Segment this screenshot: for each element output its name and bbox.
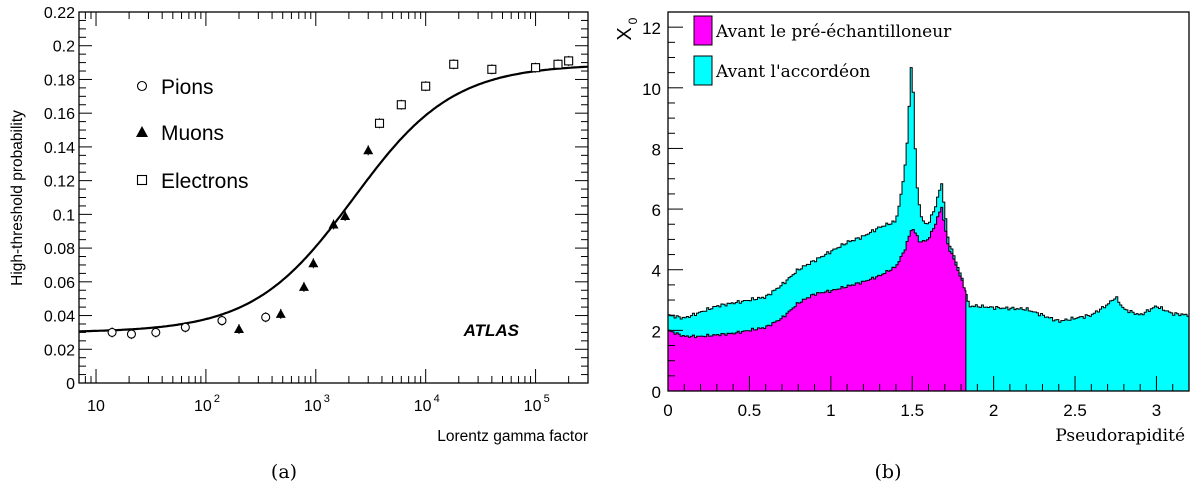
panel-a-x-tick-exponent: 3 xyxy=(324,393,330,405)
panel-a-y-tick-label: 0.22 xyxy=(44,5,75,22)
muon-point xyxy=(298,281,309,291)
fit-curve xyxy=(79,65,589,333)
panel-a-y-tick-label: 0.08 xyxy=(44,241,75,258)
panel-b-y-tick-label: 0 xyxy=(652,383,661,402)
panel-a: 0 0.02 0.04 0.06 0.08 0.1 0.12 0.14 0.16 0.18 0.2 0… xyxy=(9,5,589,483)
panel-b-y-axis-label-subscript: 0 xyxy=(626,17,640,24)
panel-b-x-tick-label: 1.5 xyxy=(900,401,924,420)
electron-point xyxy=(374,118,385,128)
panel-a-y-tick-label: 0.02 xyxy=(44,342,75,359)
panel-a-y-tick-label: 0.2 xyxy=(53,39,75,56)
panel-a-y-tick-label: 0.04 xyxy=(44,309,75,326)
panel-a-x-tick-exponent: 2 xyxy=(214,393,220,405)
pion-point xyxy=(107,327,117,337)
panel-b-y-tick-label: 12 xyxy=(642,19,661,38)
muon-point xyxy=(308,258,319,268)
panel-a-x-tick-base: 10 xyxy=(304,398,322,415)
panel-a-x-tick-label: 10 xyxy=(87,398,105,415)
panel-a-y-tick-label: 0 xyxy=(66,376,75,393)
panel-b-y-tick-label: 8 xyxy=(652,140,661,159)
panel-a-x-tick-label: 10 4 xyxy=(414,393,440,415)
atlas-annotation: ATLAS xyxy=(463,321,520,340)
electron-point xyxy=(531,63,541,73)
panel-a-y-tick-label: 0.14 xyxy=(44,140,75,157)
panel-b-y-tick-label: 2 xyxy=(652,322,661,341)
legend-accordion-swatch xyxy=(693,55,713,86)
panel-a-y-tick-label: 0.12 xyxy=(44,174,75,191)
preshower-histogram xyxy=(667,206,967,392)
electron-point xyxy=(564,56,574,66)
panel-a-x-tick-exponent: 5 xyxy=(544,393,550,405)
panel-a-x-tick-label: 10 5 xyxy=(524,393,550,415)
panel-a-plot-data xyxy=(79,55,589,340)
muon-point xyxy=(275,308,286,318)
legend-preshower-label: Avant le pré-échantilloneur xyxy=(715,22,952,42)
panel-a-y-tick-label: 0.1 xyxy=(53,207,75,224)
legend-accordion-label: Avant l'accordéon xyxy=(715,62,870,82)
pion-point xyxy=(151,327,161,337)
muon-point xyxy=(328,219,339,229)
electron-point xyxy=(421,81,431,91)
pion-point xyxy=(180,322,190,332)
electron-point xyxy=(449,59,459,69)
panel-a-x-tick-exponent: 4 xyxy=(434,393,440,405)
panel-b-plot-data xyxy=(667,67,1190,392)
panel-b-x-tick-label: 0 xyxy=(663,401,672,420)
panel-a-y-tick-label: 0.16 xyxy=(44,106,75,123)
panel-a-ticks: 0 0.02 0.04 0.06 0.08 0.1 0.12 0.14 0.16 0.18 0.2 0… xyxy=(44,5,589,415)
panel-b-x-tick-label: 3 xyxy=(1152,401,1161,420)
panel-b-y-tick-label: 10 xyxy=(642,80,661,99)
pion-point xyxy=(261,312,271,322)
legend-electrons-label: Electrons xyxy=(161,170,249,193)
panel-b-y-axis-label: X 0 xyxy=(614,17,640,40)
panel-b-y-tick-label: 4 xyxy=(652,262,661,281)
legend-preshower-swatch xyxy=(693,15,713,46)
muon-point xyxy=(233,324,244,334)
panel-a-x-tick-base: 10 xyxy=(414,398,432,415)
panel-a-x-tick-base: 10 xyxy=(524,398,542,415)
panel-b-legend: Avant le pré-échantilloneur Avant l'acco… xyxy=(693,15,952,86)
panel-b-y-axis-label-main: X xyxy=(614,27,636,40)
panel-b-x-tick-label: 0.5 xyxy=(738,401,762,420)
electron-point xyxy=(553,59,563,69)
panel-a-y-tick-label: 0.18 xyxy=(44,72,75,89)
legend-muons-marker xyxy=(136,126,148,137)
pion-point xyxy=(217,316,227,326)
muon-point xyxy=(363,145,374,155)
panel-b-ticks: 0 2 4 6 8 10 12 0 0.5 1 1.5 2 2.5 3 xyxy=(642,11,1174,420)
panel-a-x-tick-base: 10 xyxy=(194,398,212,415)
electron-point xyxy=(396,100,406,110)
panel-a-y-axis-label: High-threshold probability xyxy=(9,110,26,286)
pion-point xyxy=(126,329,136,339)
panel-a-x-tick-label: 10 3 xyxy=(304,393,330,415)
legend-electrons-marker xyxy=(136,174,148,186)
panel-b-x-tick-label: 2.5 xyxy=(1063,401,1087,420)
panel-a-x-tick-label: 10 2 xyxy=(194,393,220,415)
legend-pions-marker xyxy=(136,80,148,92)
panel-b-x-tick-label: 1 xyxy=(826,401,835,420)
panel-a-x-axis-label: Lorentz gamma factor xyxy=(437,428,588,445)
panel-a-caption: (a) xyxy=(271,461,297,483)
electron-point xyxy=(487,64,497,74)
panel-a-legend: Pions Muons Electrons xyxy=(136,76,249,193)
legend-pions-label: Pions xyxy=(161,76,214,99)
panel-b-x-axis-label: Pseudorapidité xyxy=(1055,426,1185,446)
legend-muons-label: Muons xyxy=(161,122,224,145)
panel-b-x-tick-label: 2 xyxy=(989,401,998,420)
muon-point xyxy=(340,211,351,221)
panel-b-caption: (b) xyxy=(875,461,902,483)
panel-a-y-tick-label: 0.06 xyxy=(44,275,75,292)
panel-b-y-tick-label: 6 xyxy=(652,201,661,220)
